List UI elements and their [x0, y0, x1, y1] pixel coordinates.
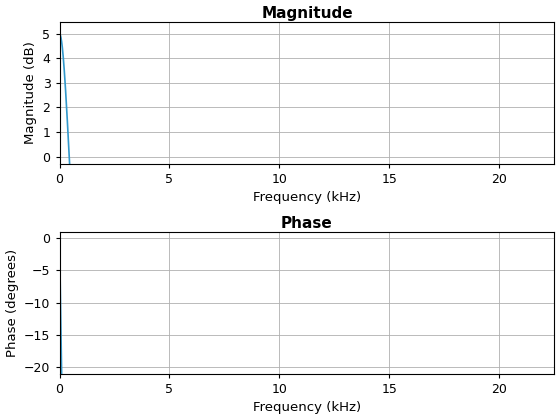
X-axis label: Frequency (kHz): Frequency (kHz)	[253, 192, 361, 205]
Title: Magnitude: Magnitude	[261, 5, 353, 21]
Title: Phase: Phase	[281, 215, 333, 231]
Y-axis label: Phase (degrees): Phase (degrees)	[6, 249, 18, 357]
Y-axis label: Magnitude (dB): Magnitude (dB)	[24, 41, 37, 144]
X-axis label: Frequency (kHz): Frequency (kHz)	[253, 402, 361, 415]
